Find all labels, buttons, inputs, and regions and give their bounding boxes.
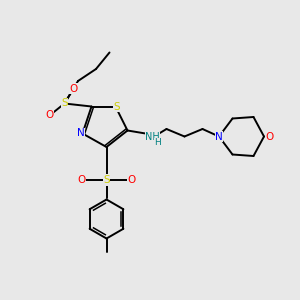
- Text: N: N: [215, 131, 223, 142]
- Text: O: O: [45, 110, 54, 121]
- Text: O: O: [266, 131, 274, 142]
- Text: O: O: [69, 83, 78, 94]
- Text: N: N: [77, 128, 85, 139]
- Text: S: S: [114, 101, 120, 112]
- Text: S: S: [103, 175, 110, 185]
- Text: H: H: [154, 138, 161, 147]
- Text: O: O: [77, 175, 85, 185]
- Text: NH: NH: [145, 132, 160, 142]
- Text: O: O: [128, 175, 136, 185]
- Text: S: S: [61, 98, 68, 109]
